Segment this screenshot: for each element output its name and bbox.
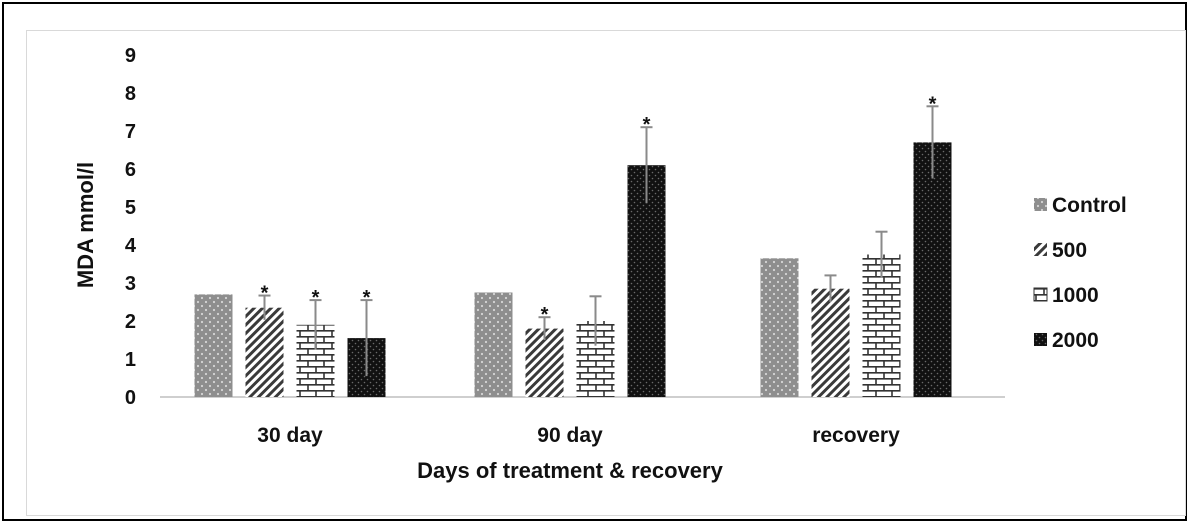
bar-1000 <box>862 254 901 397</box>
legend-label: 500 <box>1052 239 1087 262</box>
y-tick-label: 6 <box>125 159 136 181</box>
bar-control <box>760 258 799 397</box>
y-tick-label: 2 <box>125 311 136 333</box>
y-tick-label: 4 <box>125 235 137 257</box>
bar-500 <box>245 307 284 397</box>
y-tick-label: 3 <box>125 273 136 295</box>
bar-control <box>474 292 513 397</box>
category-label: recovery <box>812 424 900 447</box>
significance-marker: * <box>312 287 320 309</box>
legend-label: Control <box>1052 194 1127 217</box>
y-axis-title: MDA mmol/l <box>73 162 98 288</box>
legend-swatch-control <box>1034 198 1047 211</box>
bars-group: * * * * * * <box>194 93 952 397</box>
y-tick-label: 0 <box>125 387 136 409</box>
bar-control <box>194 294 233 397</box>
significance-marker: * <box>261 283 269 305</box>
significance-marker: * <box>929 93 937 115</box>
y-axis-ticks: 0 1 2 3 4 5 6 7 8 9 <box>125 45 137 409</box>
legend-swatch-2000 <box>1034 333 1047 346</box>
legend-swatch-1000 <box>1033 287 1048 302</box>
y-tick-label: 9 <box>125 45 136 67</box>
chart-area-border <box>26 30 1186 516</box>
category-label: 30 day <box>257 424 323 447</box>
legend-swatch-500 <box>1034 243 1047 256</box>
y-tick-label: 8 <box>125 83 136 105</box>
legend: Control 500 1000 2000 <box>1033 194 1127 352</box>
legend-label: 1000 <box>1052 284 1099 307</box>
bar-2000 <box>913 142 952 397</box>
category-labels: 30 day 90 day recovery <box>257 424 900 447</box>
y-tick-label: 5 <box>125 197 136 219</box>
bar-500 <box>811 288 850 397</box>
bar-2000 <box>627 165 666 397</box>
x-axis-title: Days of treatment & recovery <box>417 458 723 483</box>
significance-marker: * <box>541 304 549 326</box>
significance-marker: * <box>363 287 371 309</box>
significance-marker: * <box>643 114 651 136</box>
category-label: 90 day <box>537 424 603 447</box>
y-tick-label: 1 <box>125 349 136 371</box>
legend-label: 2000 <box>1052 329 1099 352</box>
y-tick-label: 7 <box>125 121 136 143</box>
